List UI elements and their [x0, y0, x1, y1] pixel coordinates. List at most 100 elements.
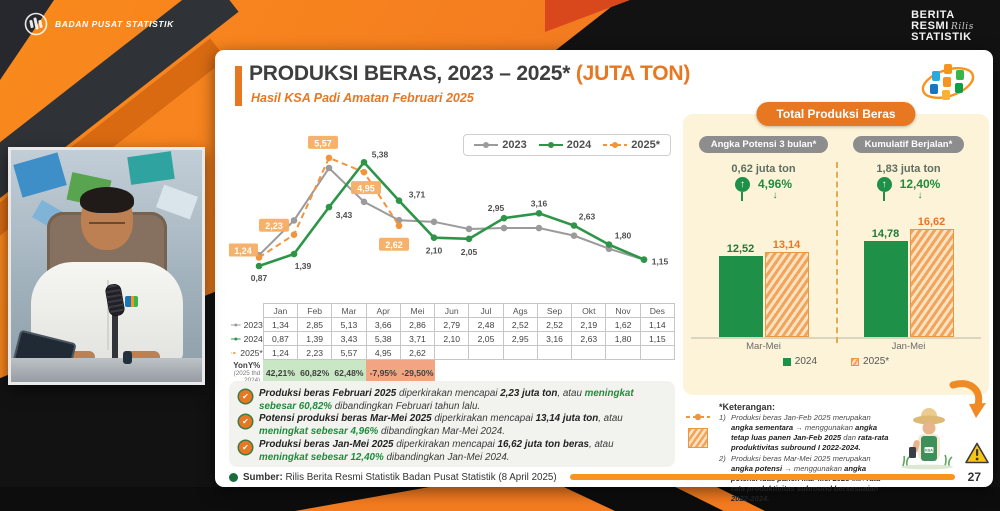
production-table-wrap: Jan Feb Mar Apr Mei Jun Jul Ags Sep Okt Nov Des 2023… [229, 303, 676, 386]
bps-brand: BADAN PUSAT STATISTIK [24, 12, 174, 36]
brs-line-2: RESMI [911, 20, 949, 32]
data-label-2024: 1,15 [652, 257, 669, 267]
check-icon: ✔ [239, 415, 252, 429]
table-month-header: Feb [297, 303, 333, 318]
presentation-slide: PRODUKSI BERAS, 2023 – 2025* (JUTA TON) … [215, 50, 993, 503]
orange-wedge-tip [545, 0, 630, 32]
bar-category-label: Mar-Mei [746, 341, 781, 352]
table-month-header: Jul [468, 303, 504, 318]
table-cell [502, 345, 538, 360]
data-label-2025: 2,23 [265, 221, 283, 231]
speaker-glasses [88, 216, 125, 224]
data-point-2023 [430, 218, 438, 226]
table-cell: 2,10 [434, 331, 470, 346]
table-cell: 1,80 [605, 331, 641, 346]
table-cell [536, 345, 573, 360]
table-month-header: Jun [434, 303, 470, 318]
data-label-2024: 3,16 [531, 198, 548, 208]
table-cell [639, 345, 676, 360]
data-label-box-2025 [259, 218, 289, 232]
table-cell: 3,71 [399, 331, 436, 346]
desk-surface [11, 358, 202, 382]
title-unit: (JUTA TON) [570, 62, 691, 85]
page-subtitle: Hasil KSA Padi Amatan Februari 2025 [251, 91, 474, 105]
up-pin-icon: ↑ [734, 177, 750, 201]
bar-group-mar-mei: 12,52 13,14 [718, 213, 809, 337]
table-cell: 1,15 [639, 331, 676, 346]
table-cell: 2,85 [297, 317, 333, 332]
data-point-2024 [395, 197, 403, 204]
data-point-2024 [430, 234, 438, 241]
data-point-2023 [290, 217, 298, 224]
table-cell: 2,19 [571, 317, 607, 332]
table-row: 2025* 1,24 2,23 5,57 4,95 2,62 [229, 345, 676, 360]
bps-color-logo-icon [921, 64, 975, 100]
total-production-panel: Total Produksi Beras Angka Potensi 3 bul… [683, 102, 989, 418]
data-label-2025: 2,62 [385, 240, 403, 250]
table-cell: 2,52 [536, 317, 573, 332]
title-accent-bar [235, 66, 242, 106]
data-point-2024 [500, 214, 508, 222]
table-cell: 2,05 [468, 331, 504, 346]
legend-item-2024: 2024 [538, 139, 591, 151]
table-cell: 2,86 [399, 317, 436, 332]
section-header-pill: Angka Potensi 3 bulan* [698, 136, 829, 153]
bar-value-label: 13,14 [772, 238, 801, 251]
data-label-2024: 3,71 [409, 190, 426, 200]
table-month-header: Des [639, 303, 676, 318]
production-table: Jan Feb Mar Apr Mei Jun Jul Ags Sep Okt Nov Des 2023… [229, 303, 676, 386]
table-cell: 1,62 [605, 317, 641, 332]
data-point-2023 [570, 232, 578, 239]
delta-amount: 0,62 juta ton [731, 163, 796, 175]
table-cell: 2,48 [468, 317, 504, 332]
table-cell: 0,87 [262, 331, 299, 346]
panel-body: Angka Potensi 3 bulan* 0,62 juta ton ↑ 4… [691, 114, 981, 339]
footer-accent-bar [569, 474, 955, 480]
brs-line-1: BERITA [911, 9, 955, 21]
source-text: Sumber: Rilis Berita Resmi Statistik Bad… [243, 471, 557, 483]
data-point-2025* [290, 231, 298, 239]
webcam-feed [8, 147, 205, 385]
monthly-production-chart: 0,87 1,39 3,43 5,38 3,71 2,10 2,05 2,95 3,16 2,63… [228, 128, 675, 300]
series-line-2023 [258, 166, 645, 261]
section-header-pill: Kumulatif Berjalan* [852, 136, 965, 153]
data-point-2023 [535, 224, 543, 232]
bottom-band [0, 487, 1000, 511]
yoy-label: YonY% [233, 361, 261, 370]
data-point-2024 [535, 210, 543, 217]
data-point-2023 [325, 164, 333, 172]
bar-2024-Mar-Mei: 12,52 [718, 242, 763, 337]
finding-bullet: ✔ Produksi beras Jan-Mei 2025 diperkiraka… [239, 439, 663, 464]
speaker-head [79, 187, 134, 250]
data-label-2024: 5,38 [372, 149, 389, 159]
wrist-watch [123, 351, 132, 364]
legend-item-2023: 2023 [474, 139, 527, 151]
data-label-box-2025 [308, 135, 338, 149]
table-month-header: Jan [262, 303, 299, 318]
bar-value-label: 16,62 [917, 215, 946, 228]
data-label-2024: 3,43 [336, 210, 353, 220]
delta-percent: 4,96% [757, 177, 793, 191]
series-line-2024 [258, 160, 645, 268]
bar-2024-Jan-Mei: 14,78 [863, 228, 908, 337]
bar-value-label: 12,52 [726, 242, 755, 255]
table-cell: 2,79 [434, 317, 470, 332]
warning-triangle-icon [965, 442, 989, 464]
table-cell: 5,13 [331, 317, 367, 332]
bar-group-jan-mei: 14,78 16,62 [863, 213, 954, 337]
dashed-line-legend-icon [686, 413, 710, 421]
table-month-header: Okt [571, 303, 607, 318]
brs-line-3: STATISTIK [911, 31, 972, 43]
footnotes-section: *Keterangan: 1) Produksi beras Jan-Feb 2… [683, 402, 989, 503]
delta-percent: 12,40% [899, 177, 941, 191]
finding-bullet: ✔ Produksi beras Februari 2025 diperkirak… [239, 388, 663, 413]
chevron-shape [295, 487, 615, 511]
table-month-header: Apr [365, 303, 401, 318]
title-main: PRODUKSI BERAS, 2023 – 2025* [249, 62, 571, 85]
table-cell: 2,63 [571, 331, 607, 346]
bar-legend-item-2025*: 2025* [851, 356, 889, 367]
table-month-header: Ags [502, 303, 538, 318]
farmer-illustration: KSA [901, 408, 953, 470]
table-month-header: Sep [536, 303, 573, 318]
table-cell [468, 345, 504, 360]
